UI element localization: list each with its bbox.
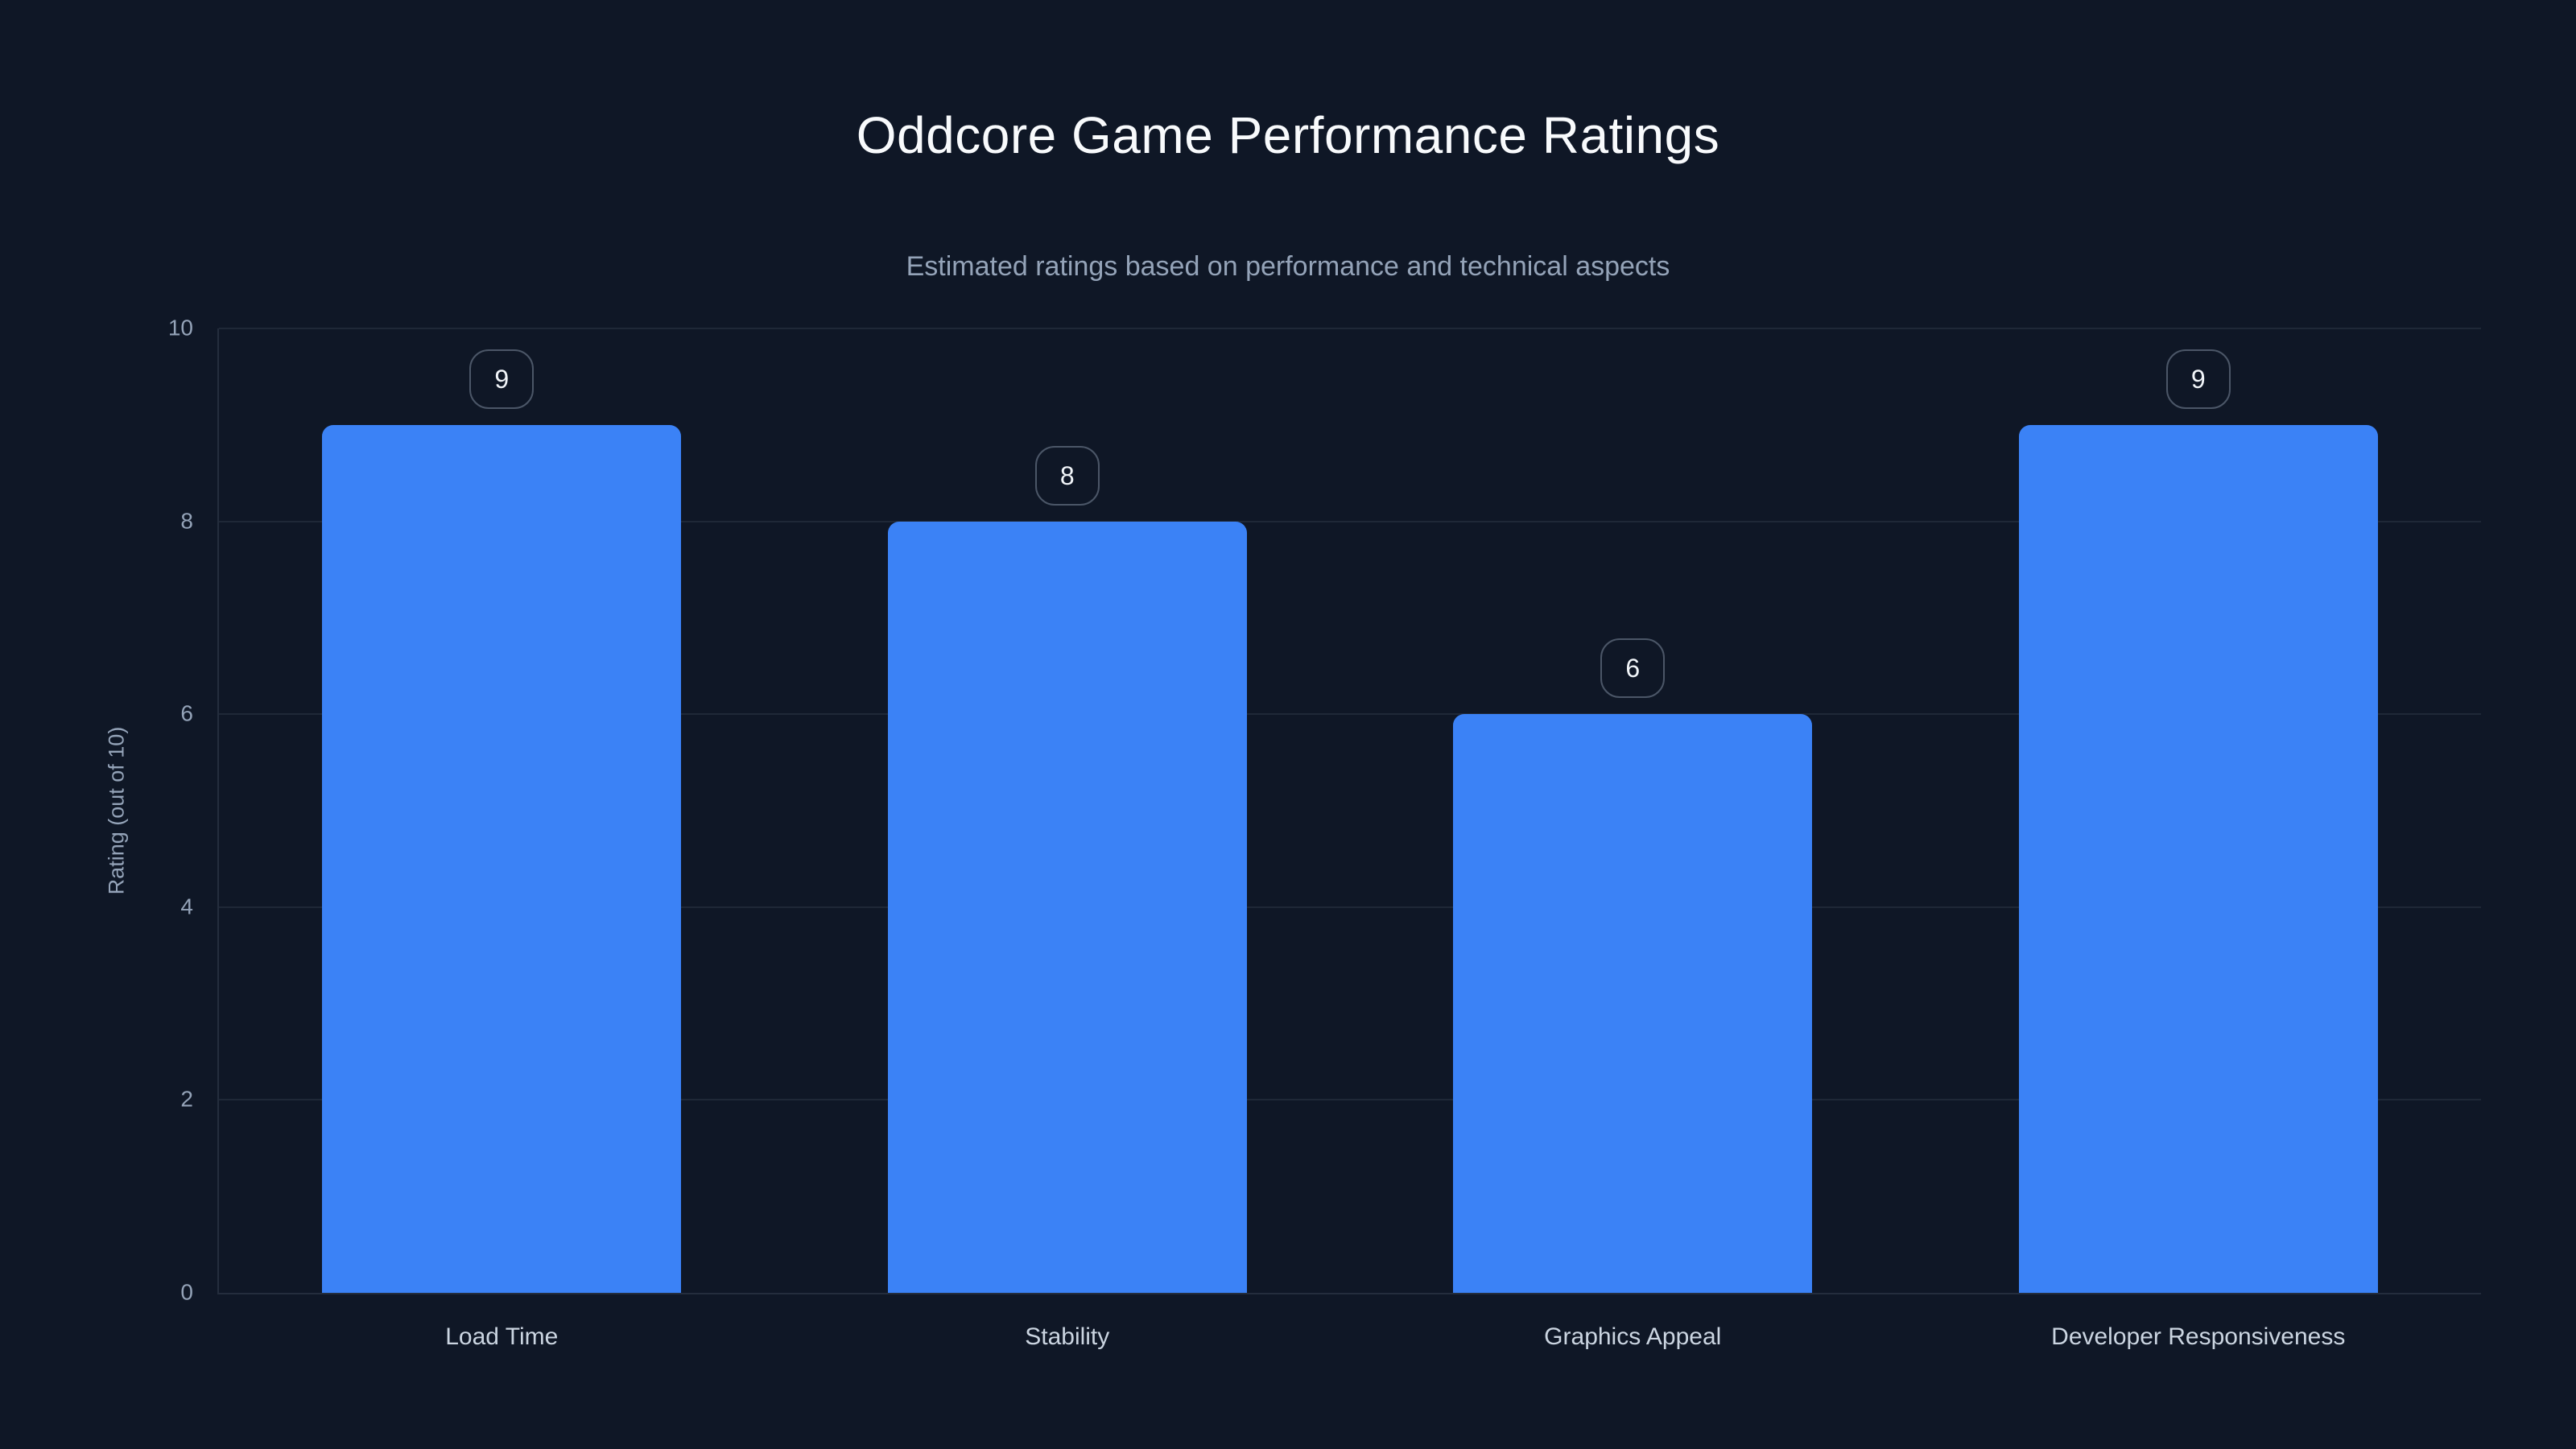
gridline-y-10 (219, 328, 2481, 329)
value-badge-stability: 8 (1034, 446, 1100, 506)
y-tick-label-6: 6 (180, 700, 193, 726)
y-tick-label-8: 8 (180, 507, 193, 533)
gridline-y-2 (219, 1099, 2481, 1101)
gridline-y-4 (219, 906, 2481, 908)
chart-subtitle: Estimated ratings based on performance a… (906, 251, 1670, 282)
y-tick-label-4: 4 (180, 894, 193, 919)
value-badge-developer-responsiveness: 9 (2165, 349, 2231, 409)
bar-developer-responsiveness (2018, 425, 2378, 1293)
x-category-label-graphics-appeal: Graphics Appeal (1544, 1323, 1722, 1350)
value-badge-graphics-appeal: 6 (1600, 638, 1666, 698)
bar-graphics-appeal (1453, 714, 1813, 1293)
plot-area: 0 2 4 6 8 10 9 Load Time 8 Stability 6 Graphics App… (168, 315, 2481, 1350)
gridline-y-8 (219, 520, 2481, 522)
y-tick-label-2: 2 (180, 1086, 193, 1112)
y-axis-title: Rating (out of 10) (104, 726, 129, 895)
bar-load-time (322, 425, 682, 1293)
x-category-label-load-time: Load Time (445, 1323, 559, 1350)
y-tick-label-0: 0 (180, 1279, 193, 1305)
bar-stability (887, 522, 1247, 1293)
x-category-label-stability: Stability (1025, 1323, 1110, 1350)
y-tick-label-10: 10 (167, 315, 193, 341)
chart-title: Oddcore Game Performance Ratings (856, 106, 1720, 164)
value-badge-load-time: 9 (469, 349, 535, 409)
gridline-y-6 (219, 713, 2481, 716)
x-category-label-developer-responsiveness: Developer Responsiveness (2051, 1323, 2346, 1350)
